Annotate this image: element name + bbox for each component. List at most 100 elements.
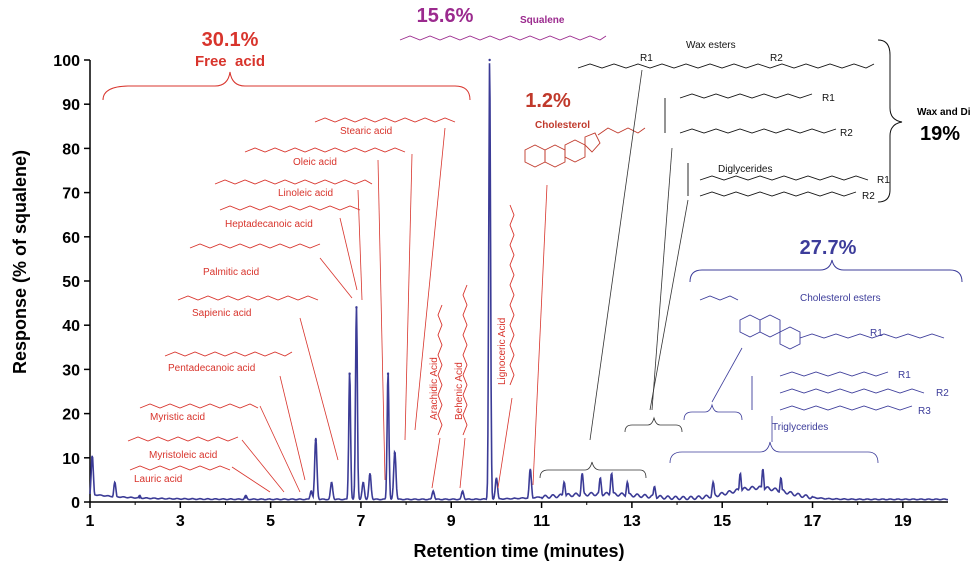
di-r1: R1 xyxy=(877,175,890,186)
di-r2: R2 xyxy=(862,191,875,202)
y-tick-label: 40 xyxy=(62,318,80,335)
label-sapienic-acid: Sapienic acid xyxy=(192,308,251,319)
chromatogram-line xyxy=(89,63,948,501)
x-tick-label: 9 xyxy=(447,513,456,530)
peak-point xyxy=(495,478,498,482)
tg-r2: R2 xyxy=(936,388,949,399)
label-triglycerides: Triglycerides xyxy=(772,422,828,433)
peak-point xyxy=(386,372,390,376)
fatty-acid-pointers xyxy=(231,127,548,493)
peak-point xyxy=(653,487,656,490)
label-behenic-acid: Behenic Acid xyxy=(454,362,465,420)
wax-group-label: Wax and Di xyxy=(917,107,971,118)
peak-point xyxy=(244,496,247,499)
cholesterol-percent: 1.2% xyxy=(525,90,571,112)
ce-r1: R1 xyxy=(870,328,883,339)
peak-point xyxy=(91,456,94,459)
wax-pointers xyxy=(539,69,689,479)
wax-r2: R2 xyxy=(770,53,783,64)
peak-point xyxy=(355,306,358,309)
free-acid-bracket xyxy=(102,71,471,101)
y-tick-label: 10 xyxy=(62,451,80,468)
cholesterol-esters-bracket xyxy=(689,259,963,283)
x-tick-label: 19 xyxy=(894,513,912,530)
peak-point xyxy=(314,438,317,442)
cholesterol-esters-percent: 27.7% xyxy=(800,237,857,259)
y-tick-label: 20 xyxy=(62,407,80,424)
wax-diglyceride-structures xyxy=(577,63,875,197)
peak-point xyxy=(348,372,351,376)
peak-point xyxy=(761,469,765,473)
label-wax-esters: Wax esters xyxy=(686,40,736,51)
y-axis-title: Response (% of squalene) xyxy=(10,150,30,374)
label-stearic-acid: Stearic acid xyxy=(340,126,392,137)
wax-bracket xyxy=(877,39,903,203)
peak-point xyxy=(626,483,629,486)
y-tick-label: 80 xyxy=(62,141,80,158)
peak-point xyxy=(461,491,464,495)
squalene-label: Squalene xyxy=(520,15,565,26)
label-heptadecanoic-acid: Heptadecanoic acid xyxy=(225,219,313,230)
peak-point xyxy=(393,452,397,455)
label-lauric-acid: Lauric acid xyxy=(134,474,182,485)
cholesterol-ester-pointers xyxy=(669,347,879,464)
cholesterol-structure xyxy=(524,127,646,168)
y-tick-label: 100 xyxy=(53,53,80,70)
label-lignoceric-acid: Lignoceric Acid xyxy=(497,318,508,385)
label-oleic-acid: Oleic acid xyxy=(293,157,337,168)
label-myristic-acid: Myristic acid xyxy=(150,412,205,423)
tg-r1: R1 xyxy=(898,370,911,381)
y-tick-label: 60 xyxy=(62,230,80,247)
label-pentadecanoic-acid: Pentadecanoic acid xyxy=(168,363,255,374)
y-tick-label: 30 xyxy=(62,362,80,379)
squalene-structure xyxy=(399,35,607,41)
y-tick-label: 50 xyxy=(62,274,80,291)
peak-point xyxy=(330,483,333,486)
wax-r2-b: R2 xyxy=(840,128,853,139)
peak-point xyxy=(113,483,117,486)
peak-point xyxy=(562,483,566,486)
free-acid-percent: 30.1% xyxy=(202,29,259,51)
y-tick-label: 70 xyxy=(62,186,80,203)
y-tick-label: 0 xyxy=(71,495,80,512)
cholesterol-label: Cholesterol xyxy=(535,120,590,131)
wax-r1-b: R1 xyxy=(822,93,835,104)
label-diglycerides: Diglycerides xyxy=(718,164,772,175)
x-tick-label: 3 xyxy=(176,513,185,530)
x-tick-label: 7 xyxy=(356,513,365,530)
squalene-percent: 15.6% xyxy=(417,5,474,27)
peak-point xyxy=(488,58,491,62)
peak-point xyxy=(138,496,141,499)
peak-point xyxy=(711,483,715,486)
peak-point xyxy=(362,483,365,486)
peak-point xyxy=(599,478,602,482)
label-arachidic-acid: Arachidic Acid xyxy=(429,357,440,420)
x-tick-label: 5 xyxy=(266,513,275,530)
cholesterol-ester-triglyceride-structures xyxy=(699,295,945,411)
peak-point xyxy=(739,474,742,477)
fatty-acid-structures xyxy=(127,117,515,471)
wax-r1: R1 xyxy=(640,53,653,64)
wax-percent: 19% xyxy=(920,123,960,145)
x-tick-label: 17 xyxy=(804,513,822,530)
label-linoleic-acid: Linoleic acid xyxy=(278,188,333,199)
tg-r3: R3 xyxy=(918,406,931,417)
x-axis-title: Retention time (minutes) xyxy=(413,541,624,561)
peak-point xyxy=(368,474,372,477)
y-tick-label: 90 xyxy=(62,97,80,114)
free-acid-label: Free acid xyxy=(195,53,265,70)
x-tick-label: 15 xyxy=(713,513,731,530)
peak-point xyxy=(581,474,584,477)
x-tick-label: 1 xyxy=(86,513,95,530)
peak-point xyxy=(610,474,613,477)
x-tick-label: 11 xyxy=(533,513,550,530)
peak-point xyxy=(529,469,532,473)
peak-point xyxy=(779,478,783,482)
label-cholesterol-esters: Cholesterol esters xyxy=(800,293,881,304)
chromatogram-trace xyxy=(89,58,948,501)
peak-point xyxy=(432,491,435,495)
label-myristoleic-acid: Myristoleic acid xyxy=(149,450,217,461)
x-tick-label: 13 xyxy=(623,513,641,530)
